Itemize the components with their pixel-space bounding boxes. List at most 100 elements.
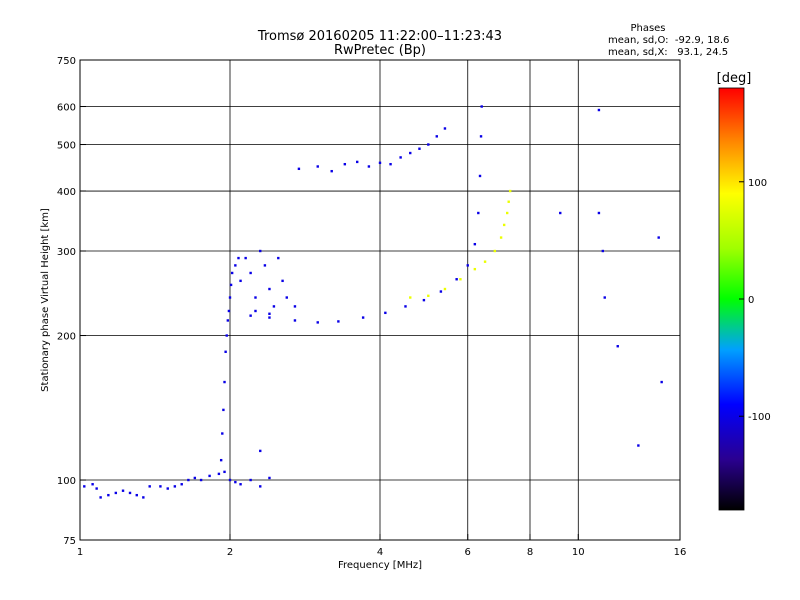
stats-header: Phases [630, 23, 665, 34]
data-point [409, 151, 412, 155]
x-axis-ticks: 1 2 4 6 8 10 16 [77, 534, 687, 558]
data-point [459, 278, 462, 281]
data-point [222, 408, 225, 412]
data-point [443, 287, 447, 291]
data-point [249, 478, 252, 482]
data-point [107, 493, 110, 497]
data-point [259, 249, 262, 253]
data-point [502, 223, 506, 227]
data-point [443, 127, 447, 130]
data-point [180, 483, 183, 486]
y-tick-label: 500 [57, 141, 76, 152]
data-point [473, 242, 477, 246]
data-point [114, 491, 118, 495]
data-point [225, 334, 228, 337]
data-point [603, 296, 606, 299]
data-point [173, 485, 177, 488]
x-axis-label: Frequency [MHz] [338, 560, 422, 571]
colorbar-tick-label: 100 [748, 178, 767, 189]
data-point [223, 470, 226, 474]
y-tick-label: 400 [57, 187, 76, 198]
data-point [480, 105, 483, 108]
data-point [221, 432, 224, 435]
data-point [399, 156, 402, 159]
data-point [121, 489, 125, 492]
colorbar-ticks: 100 0 -100 [739, 178, 771, 423]
x-tick-label: 6 [465, 547, 471, 558]
x-tick-label: 16 [674, 547, 687, 558]
data-point [559, 211, 562, 215]
y-tick-label: 200 [57, 332, 76, 343]
data-point [95, 487, 98, 490]
data-point [228, 478, 232, 482]
data-point [616, 345, 619, 348]
data-point [361, 316, 365, 319]
data-point [277, 256, 280, 260]
data-point [427, 143, 430, 146]
colorbar-tick-label: -100 [748, 412, 771, 423]
data-point [244, 256, 247, 260]
data-point [166, 487, 169, 490]
data-point [99, 496, 102, 499]
data-point [439, 290, 443, 293]
data-point [483, 260, 487, 263]
data-point [285, 296, 288, 299]
data-point [281, 279, 284, 283]
data-point [199, 478, 203, 482]
data-point [389, 162, 392, 166]
data-point [254, 309, 257, 313]
data-point [268, 316, 271, 319]
data-point [493, 249, 497, 253]
y-tick-label: 300 [57, 247, 76, 258]
y-tick-label: 75 [63, 536, 76, 547]
data-point [234, 264, 237, 267]
y-tick-label: 750 [57, 56, 76, 67]
data-point [343, 162, 347, 166]
data-point [159, 485, 162, 488]
data-point [237, 256, 240, 260]
data-point [455, 278, 458, 281]
data-point [226, 319, 230, 322]
data-point [254, 296, 257, 299]
data-point [239, 279, 242, 283]
data-point [479, 135, 483, 138]
data-point [409, 296, 412, 299]
data-point [268, 476, 271, 480]
data-point [259, 485, 262, 488]
data-point [297, 167, 301, 171]
x-tick-label: 2 [227, 547, 233, 558]
data-point [293, 319, 297, 322]
gridlines [80, 60, 680, 540]
data-point [227, 309, 231, 313]
data-point [435, 135, 438, 138]
data-point [83, 485, 86, 488]
data-point [239, 483, 242, 486]
data-point [208, 474, 211, 478]
colorbar-tick-label: 0 [748, 295, 754, 306]
data-point [259, 449, 262, 453]
data-point [187, 478, 190, 482]
data-points [83, 105, 663, 499]
data-point [505, 211, 509, 215]
colorbar: [deg] 100 0 -100 [717, 71, 771, 511]
data-point [219, 458, 223, 462]
y-axis-label: Stationary phase Virtual Height [km] [40, 208, 51, 392]
data-point [268, 287, 271, 291]
data-point [418, 147, 421, 150]
data-point [597, 108, 601, 112]
x-tick-label: 8 [527, 547, 533, 558]
data-point [660, 380, 663, 384]
data-point [234, 480, 237, 484]
plot-area: 1 2 4 6 8 10 16 75 100 200 300 400 500 600 750 [57, 56, 686, 558]
data-point [230, 271, 234, 275]
x-tick-label: 4 [377, 547, 383, 558]
y-axis-ticks: 75 100 200 300 400 500 600 750 [57, 56, 86, 547]
data-point [268, 312, 271, 315]
data-point [355, 160, 359, 164]
y-tick-label: 100 [57, 476, 76, 487]
data-point [91, 483, 94, 486]
data-point [316, 165, 319, 168]
data-point [367, 165, 371, 168]
data-point [337, 320, 340, 323]
